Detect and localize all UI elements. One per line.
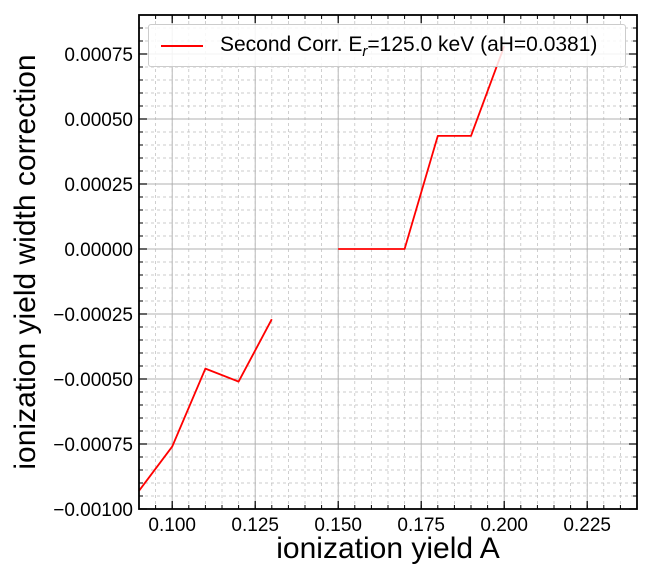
y-tick-label: 0.00050 [64,110,133,131]
y-tick-labels: −0.00100 −0.00075 −0.00050 −0.00025 0.00000 0… [53,45,133,521]
y-tick-label: 0.00025 [64,175,133,196]
y-tick-label: −0.00050 [53,370,133,391]
legend-label: Second Corr. Er=125.0 keV (aH=0.0381) [220,33,598,61]
x-tick-label: 0.100 [148,515,196,536]
x-tick-label: 0.175 [397,515,445,536]
x-tick-labels: 0.100 0.125 0.150 0.175 0.200 0.225 [148,515,611,536]
minor-gridlines [138,14,638,510]
legend-line-swatch [161,45,203,47]
series-layer [138,45,506,492]
y-tick-label: −0.00025 [53,305,133,326]
y-tick-label: 0.00075 [64,45,133,66]
x-tick-label: 0.225 [563,515,611,536]
legend: Second Corr. Er=125.0 keV (aH=0.0381) [148,24,626,67]
y-tick-label: 0.00000 [64,240,133,261]
y-axis-label: ionization yield width correction [9,54,42,469]
series-line [338,45,506,250]
axis-ticks [138,14,638,510]
x-axis-label: ionization yield A [276,532,499,565]
y-tick-label: −0.00100 [53,500,133,521]
x-tick-label: 0.150 [314,515,362,536]
x-tick-label: 0.125 [231,515,279,536]
series-line [138,318,273,492]
y-tick-label: −0.00075 [53,435,133,456]
x-tick-label: 0.200 [480,515,528,536]
